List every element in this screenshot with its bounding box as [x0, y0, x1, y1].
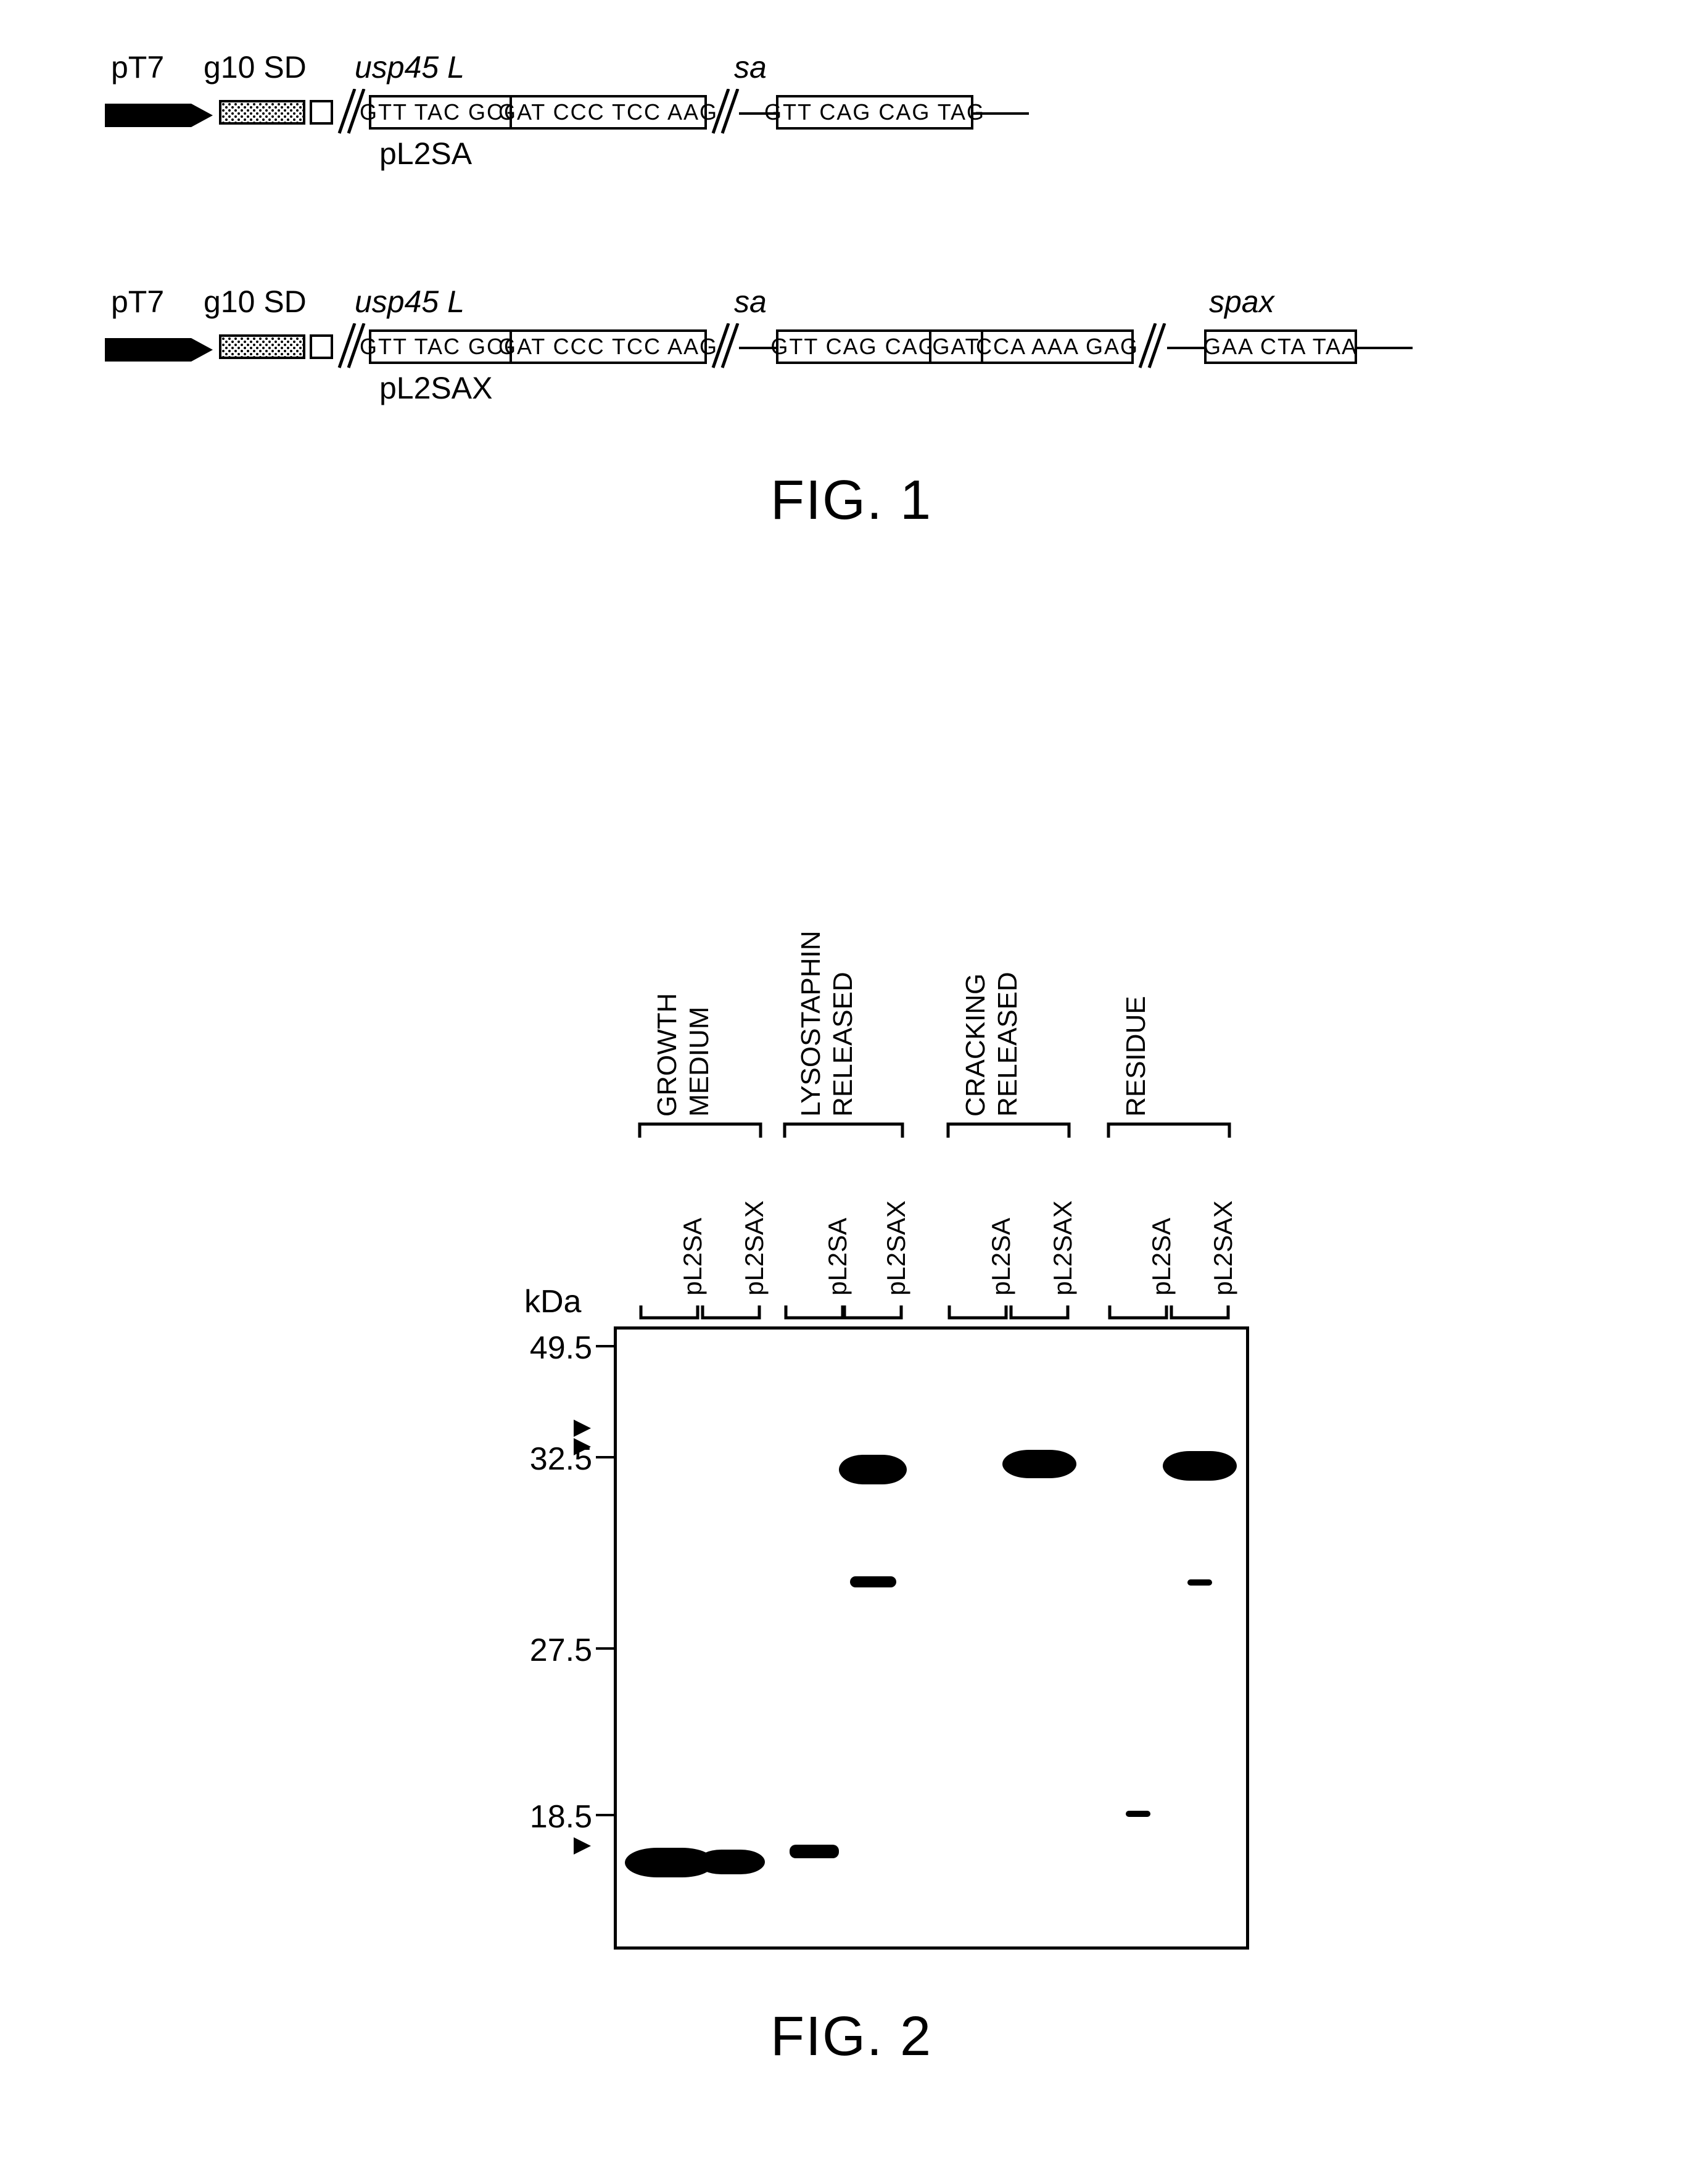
spax-label: spax	[1209, 284, 1274, 320]
arrowhead-icon	[574, 1420, 591, 1437]
promoter-arrow	[105, 332, 213, 362]
bracket-icon	[1107, 1122, 1231, 1138]
gel-band	[1163, 1451, 1237, 1481]
sa-label: sa	[734, 284, 767, 320]
sample-label: pL2SAX	[1208, 1201, 1238, 1296]
break-icon	[1134, 323, 1171, 373]
sample-label: pL2SAX	[881, 1201, 911, 1296]
sd-label: g10 SD	[204, 284, 307, 320]
construct-pl2sa: pT7 g10 SD usp45 L sa GT	[111, 49, 1591, 173]
lane-tick-icon	[843, 1305, 903, 1320]
seq-box-3: GTT CAG CAG	[776, 329, 931, 364]
mw-27-5: 27.5	[506, 1632, 592, 1669]
construct-pl2sax: pT7 g10 SD usp45 L sa spax GTT TAC GCC G…	[111, 284, 1591, 407]
fig2-caption: FIG. 2	[111, 2005, 1591, 2069]
gel-area: kDa 49.5 32.5 27.5 18.5 GROWTHMEDIUMpL2S…	[432, 851, 1265, 1974]
bracket-icon	[946, 1122, 1071, 1138]
labels-row: pT7 g10 SD usp45 L sa	[111, 49, 1591, 86]
seq-box-3b: GAT	[929, 329, 983, 364]
baseline	[1167, 347, 1204, 349]
tail-line	[973, 112, 1029, 115]
gel-band	[1002, 1450, 1076, 1478]
seq-box-1: GTT TAC GCC	[369, 329, 512, 364]
sd-box	[219, 334, 305, 359]
seq-box-1: GTT TAC GCC	[369, 95, 512, 130]
lane-tick-icon	[1108, 1305, 1168, 1320]
tail-line	[1357, 347, 1413, 349]
white-box	[310, 100, 333, 125]
arrowhead-icon	[574, 1438, 591, 1455]
promoter-label: pT7	[111, 49, 164, 85]
break-icon	[707, 89, 744, 138]
gel-band	[850, 1576, 896, 1587]
sublabel: pL2SA	[379, 136, 472, 172]
fig1: pT7 g10 SD usp45 L sa GT	[111, 49, 1591, 518]
mw-tick	[596, 1345, 614, 1347]
sa-label: sa	[734, 49, 767, 85]
sample-label: pL2SA	[823, 1218, 852, 1296]
kda-label: kDa	[524, 1283, 581, 1320]
mw-tick	[596, 1814, 614, 1816]
promoter-label: pT7	[111, 284, 164, 320]
gel-band	[1187, 1579, 1212, 1586]
gel-band	[697, 1850, 765, 1874]
seq-box-2: GAT CCC TCC AAG	[510, 329, 707, 364]
lane-tick-icon	[701, 1305, 761, 1320]
group-label: RELEASED	[828, 972, 859, 1117]
group-label: RESIDUE	[1121, 996, 1152, 1117]
leader-label: usp45 L	[355, 49, 464, 85]
lane-tick-icon	[639, 1305, 700, 1320]
lane-tick-icon	[1170, 1305, 1230, 1320]
mw-18-5: 18.5	[506, 1798, 592, 1835]
lane-tick-icon	[947, 1305, 1008, 1320]
mw-tick	[596, 1647, 614, 1650]
promoter-arrow	[105, 97, 213, 127]
seq-box-5: GAA CTA TAA	[1204, 329, 1357, 364]
gel-band	[839, 1455, 907, 1484]
sample-label: pL2SAX	[740, 1201, 769, 1296]
group-label: GROWTH	[652, 993, 683, 1117]
bracket-icon	[783, 1122, 904, 1138]
sample-label: pL2SA	[1147, 1218, 1176, 1296]
lane-tick-icon	[784, 1305, 844, 1320]
sample-label: pL2SA	[986, 1218, 1016, 1296]
group-label: CRACKING	[960, 974, 991, 1117]
mw-49-5: 49.5	[506, 1330, 592, 1367]
sd-label: g10 SD	[204, 49, 307, 85]
seq-box-2: GAT CCC TCC AAG	[510, 95, 707, 130]
fig1-caption: FIG. 1	[111, 469, 1591, 532]
arrowhead-icon	[574, 1837, 591, 1855]
lane-tick-icon	[1009, 1305, 1070, 1320]
track: GTT TAC GCC GAT CCC TCC AAG GTT CAG CAG …	[111, 91, 1591, 134]
group-label: LYSOSTAPHIN	[796, 930, 827, 1117]
mw-tick	[596, 1456, 614, 1458]
leader-label: usp45 L	[355, 284, 464, 320]
gel-band	[790, 1845, 839, 1858]
white-box	[310, 334, 333, 359]
group-label: RELEASED	[993, 972, 1023, 1117]
sd-box	[219, 100, 305, 125]
labels-row: pT7 g10 SD usp45 L sa spax	[111, 284, 1591, 321]
group-label: MEDIUM	[684, 1007, 715, 1117]
break-icon	[707, 323, 744, 373]
sample-label: pL2SA	[678, 1218, 708, 1296]
gel-band	[1126, 1811, 1150, 1817]
seq-box-3: GTT CAG CAG TAG	[776, 95, 973, 130]
fig2: kDa 49.5 32.5 27.5 18.5 GROWTHMEDIUMpL2S…	[432, 851, 1265, 1974]
bracket-icon	[638, 1122, 762, 1138]
sample-label: pL2SAX	[1048, 1201, 1078, 1296]
sublabel: pL2SAX	[379, 370, 492, 406]
track: GTT TAC GCC GAT CCC TCC AAG GTT CAG CAG …	[111, 326, 1591, 369]
seq-box-4: CCA AAA GAG	[981, 329, 1134, 364]
